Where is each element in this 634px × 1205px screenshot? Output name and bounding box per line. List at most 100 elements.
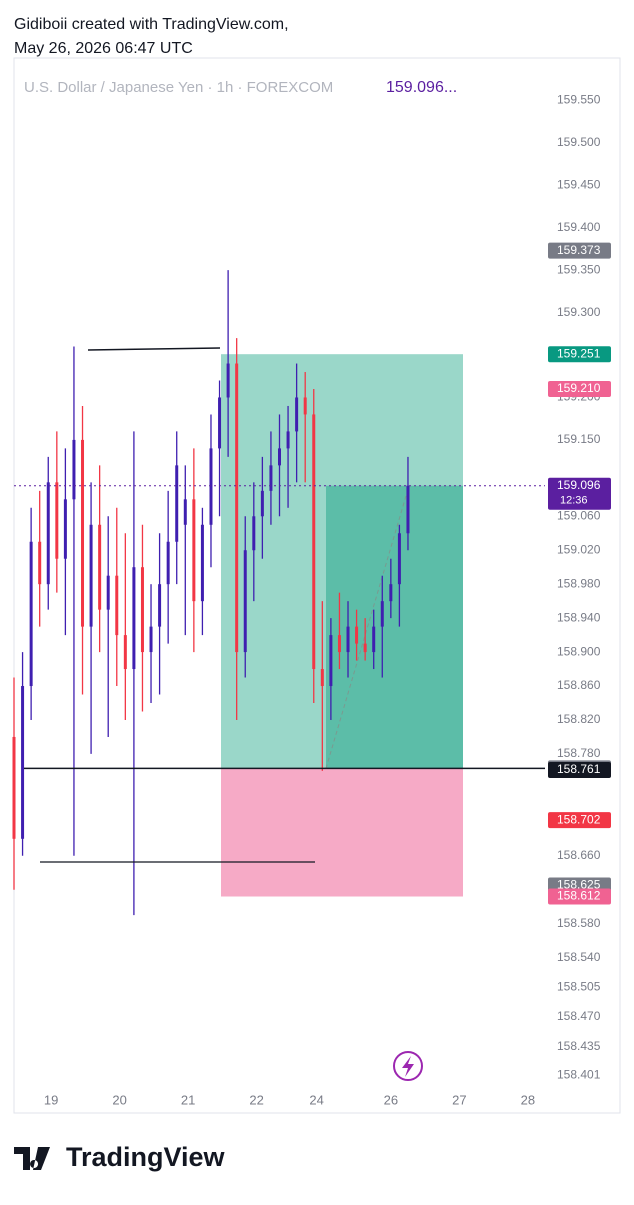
x-tick-label: 27 [452,1092,466,1107]
candle-body [55,482,59,559]
candle-body [46,482,50,585]
candle-body [389,584,393,602]
candle-body [295,397,299,432]
candle-body [166,541,170,585]
chart-frame [13,57,621,1114]
loss-zone [221,768,463,897]
candle-body [192,499,196,602]
candle-body [209,448,213,525]
plot: 159.550 159.500 159.450 159.400 159.350 159.3… [12,93,611,1107]
candle-body [269,465,273,491]
y-tick-label: 158.780 [557,746,601,760]
price-tag-label: 158.625 [557,878,601,892]
candle-body [81,439,85,627]
price-tag-label: 159.096 [557,478,601,492]
candle-body [226,363,230,398]
candle-body [89,524,93,627]
candle-body [115,575,119,636]
y-tick-label: 158.860 [557,678,601,692]
price-tag [548,812,611,829]
x-tick-label: 19 [44,1092,58,1107]
candle-body [329,635,333,687]
price-tag-label: 158.702 [557,812,601,826]
candle-body [106,575,110,610]
price-tag [548,242,611,259]
trade-path [325,485,410,769]
y-tick-label: 158.435 [557,1039,601,1053]
y-tick-label: 158.580 [557,916,601,930]
header-line: May 26, 2026 06:47 UTC [14,40,193,57]
price-tag-label: 159.373 [557,243,601,257]
logo: TradingView [14,1142,226,1172]
price-tag-label: 159.251 [557,346,601,360]
candle-body [38,541,42,585]
candle-body [132,567,136,670]
y-tick-label: 159.550 [557,93,601,107]
price-tag [548,346,611,363]
candle-body [158,584,162,627]
y-tick-label: 159.300 [557,305,601,319]
y-tick-label: 159.060 [557,508,601,522]
y-tick-label: 159.500 [557,135,601,149]
candle-body [149,626,153,653]
candle-body [252,516,256,551]
candle-body [140,567,144,653]
drawn-line [87,347,221,351]
candle-body [406,485,410,534]
candle-body [63,499,67,559]
chart-title: U.S. Dollar / Japanese Yen · 1h · FOREXC… [24,79,333,96]
y-tick-label: 158.820 [557,712,601,726]
candle-body [123,635,127,670]
header-line: Gidiboii created with TradingView.com, [14,16,289,33]
price-tag [548,477,611,510]
price-tag [548,762,611,779]
y-tick-label: 158.940 [557,610,601,624]
candle-body [355,626,359,644]
candle-body [175,465,179,542]
price-tag [548,888,611,905]
candle-body [312,414,316,670]
candle-body [235,363,239,653]
y-tick-label: 158.401 [557,1068,601,1082]
candle-body [260,490,264,517]
x-tick-label: 21 [181,1092,195,1107]
brand: TradingView [66,1142,226,1172]
y-tick-label: 158.900 [557,644,601,658]
y-tick-label: 159.150 [557,432,601,446]
x-tick-label: 26 [384,1092,398,1107]
candle-body [363,643,367,653]
candle-body [243,550,247,653]
logo-mark [14,1147,50,1170]
candle-body [278,448,281,466]
candle-body [72,439,76,500]
x-tick-label: 28 [521,1092,535,1107]
candle-body [346,626,350,653]
candle-body [29,541,33,687]
y-tick-label: 159.350 [557,262,601,276]
price-tag-label: 159.210 [557,381,601,395]
y-tick-label: 158.980 [557,576,601,590]
candle-body [286,431,290,449]
candle-body [337,635,341,653]
y-tick-label: 159.020 [557,542,601,556]
price-tag-label: 158.761 [557,762,601,776]
candle-body [21,686,25,839]
candle-body [200,524,204,602]
y-tick-label: 158.540 [557,950,601,964]
candle-body [372,626,376,653]
y-tick-label: 158.660 [557,848,601,862]
y-tick-label: 158.470 [557,1009,601,1023]
y-tick-label: 159.400 [557,220,601,234]
candle-body [98,524,102,610]
candle-body [218,397,222,449]
alert-bolt [402,1056,414,1077]
y-tick-label: 158.505 [557,979,601,993]
y-tick-label: 159.450 [557,177,601,191]
x-tick-label: 22 [249,1092,263,1107]
candle-body [303,397,307,415]
x-tick-label: 20 [112,1092,126,1107]
candle-body [380,601,384,627]
candle-body [12,736,16,839]
